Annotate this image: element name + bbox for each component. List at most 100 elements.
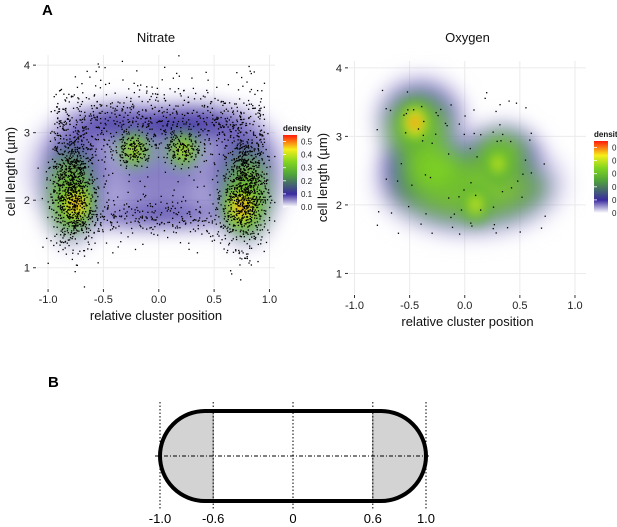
data-point [446, 124, 448, 127]
data-point [99, 216, 102, 218]
data-point [83, 129, 85, 131]
x-tick-label-2: 0.0 [457, 300, 472, 312]
data-point [82, 190, 84, 192]
data-point [77, 164, 79, 166]
data-point [73, 175, 76, 177]
data-point [64, 172, 66, 174]
data-point [75, 223, 77, 225]
data-point [246, 182, 248, 185]
data-point [95, 199, 97, 202]
data-point [172, 112, 174, 114]
data-point [50, 196, 52, 198]
data-point [253, 192, 255, 195]
data-point [117, 101, 119, 103]
data-point [77, 108, 80, 110]
panel-letter-a: A [42, 2, 53, 19]
data-point [226, 191, 228, 194]
data-point [249, 175, 251, 178]
data-point [128, 174, 131, 176]
data-point [60, 148, 62, 151]
data-point [149, 98, 151, 101]
data-point [245, 194, 247, 196]
data-point [156, 96, 158, 99]
data-point [64, 208, 66, 210]
data-point [68, 186, 71, 189]
data-point [211, 101, 213, 103]
data-point [93, 94, 96, 96]
data-point [65, 169, 68, 171]
data-point [222, 154, 225, 156]
data-point [180, 144, 183, 146]
data-point [71, 199, 74, 201]
data-point [96, 177, 98, 180]
data-point [63, 212, 65, 215]
data-point [241, 172, 243, 174]
data-point [185, 158, 187, 160]
data-point [229, 201, 231, 203]
data-point [192, 143, 194, 145]
data-point [68, 221, 70, 224]
data-point [151, 128, 153, 130]
data-point [69, 237, 72, 239]
data-point [74, 130, 77, 132]
data-point [68, 194, 70, 197]
data-point [246, 243, 248, 245]
data-point [199, 141, 202, 143]
data-point [152, 93, 154, 95]
data-point [116, 109, 118, 111]
data-point [67, 190, 69, 192]
data-point [46, 237, 48, 240]
data-point [218, 123, 220, 125]
data-point [64, 247, 66, 249]
data-point [75, 196, 77, 198]
data-point [75, 151, 77, 154]
data-point [58, 163, 60, 165]
data-point [77, 198, 79, 200]
data-point [173, 212, 175, 214]
data-point [186, 146, 188, 148]
data-point [219, 222, 221, 224]
data-point [91, 157, 93, 159]
data-point [147, 160, 149, 162]
data-point [258, 109, 260, 112]
data-point [242, 213, 245, 215]
data-point [263, 220, 265, 222]
data-point [188, 119, 190, 121]
data-point [193, 219, 195, 222]
data-point [57, 171, 59, 173]
data-point [102, 216, 105, 218]
data-point [217, 198, 219, 200]
data-point [259, 218, 261, 220]
data-point [259, 196, 261, 199]
data-point [216, 118, 218, 120]
data-point [183, 99, 186, 102]
data-point [502, 133, 504, 136]
data-point [57, 220, 59, 223]
data-point [67, 161, 69, 163]
data-point [46, 179, 48, 181]
data-point [123, 130, 125, 132]
data-point [176, 149, 178, 152]
data-point [145, 216, 147, 218]
data-point [79, 159, 81, 162]
data-point [122, 109, 124, 111]
data-point [153, 113, 156, 115]
data-point [100, 79, 102, 81]
data-point [164, 133, 167, 136]
data-point [263, 131, 265, 133]
data-point [70, 193, 72, 196]
data-point [81, 202, 83, 205]
data-point [229, 124, 232, 126]
data-point [198, 219, 200, 221]
data-point [510, 187, 513, 189]
data-point [56, 221, 58, 223]
data-point [236, 214, 238, 217]
data-point [84, 111, 86, 114]
data-point [250, 150, 252, 153]
data-point [73, 200, 75, 203]
data-point [80, 143, 83, 146]
legend-tick-label-5: 0.0 [612, 209, 617, 218]
data-point [95, 107, 98, 109]
data-point [230, 195, 232, 197]
data-point [63, 216, 65, 219]
